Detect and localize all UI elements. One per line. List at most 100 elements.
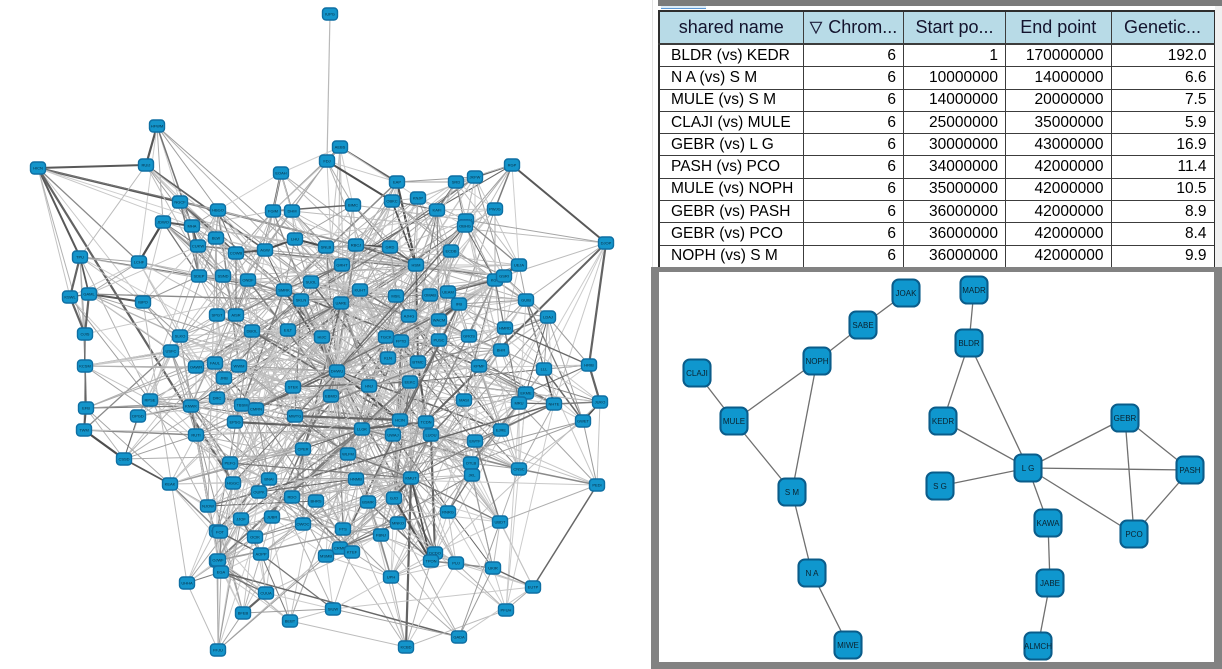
svg-text:OMAB: OMAB	[424, 293, 436, 298]
svg-text:OAWR: OAWR	[190, 365, 202, 370]
svg-text:JDWO: JDWO	[157, 220, 169, 225]
svg-text:ALMCH: ALMCH	[1024, 642, 1052, 651]
svg-text:SDEP: SDEP	[194, 274, 205, 279]
svg-text:SMRK: SMRK	[278, 288, 290, 293]
svg-text:HNJ: HNJ	[365, 384, 373, 389]
svg-text:DRC: DRC	[213, 396, 222, 401]
svg-text:MSIL: MSIL	[391, 294, 401, 299]
svg-text:HBGO: HBGO	[212, 208, 224, 213]
svg-text:CUKW: CUKW	[192, 244, 204, 249]
svg-text:LLL: LLL	[541, 367, 548, 372]
svg-text:WLFM: WLFM	[342, 452, 354, 457]
svg-text:SLKO: SLKO	[175, 334, 186, 339]
svg-text:FPTD: FPTD	[396, 339, 407, 344]
svg-text:SABE: SABE	[852, 321, 873, 330]
svg-text:MNKO: MNKO	[392, 521, 404, 526]
svg-text:TCDN: TCDN	[420, 420, 431, 425]
svg-text:PASH: PASH	[1179, 466, 1200, 475]
svg-text:N A: N A	[806, 569, 820, 578]
svg-text:EFB: EFB	[82, 406, 90, 411]
svg-text:HFWM: HFWM	[151, 124, 163, 129]
svg-text:BHRS: BHRS	[310, 499, 321, 504]
svg-text:UKIR: UKIR	[488, 566, 498, 571]
svg-text:OTLB: OTLB	[466, 461, 477, 466]
svg-text:RPSE: RPSE	[145, 398, 156, 403]
svg-text:CSSD: CSSD	[118, 457, 129, 462]
svg-text:WWM: WWM	[234, 364, 245, 369]
svg-text:LCHF: LCHF	[134, 260, 145, 265]
svg-text:UBDT: UBDT	[495, 520, 506, 525]
svg-text:MADR: MADR	[962, 286, 986, 295]
svg-text:GJO: GJO	[390, 496, 398, 501]
svg-text:PCO: PCO	[1125, 530, 1142, 539]
svg-text:KMUT: KMUT	[405, 476, 417, 481]
svg-text:GADA: GADA	[453, 635, 465, 640]
svg-text:TPU: TPU	[76, 255, 84, 260]
svg-text:KAFI: KAFI	[433, 208, 442, 213]
svg-text:CUUA: CUUA	[260, 591, 272, 596]
svg-text:GAML: GAML	[83, 292, 95, 297]
svg-text:RBCJ: RBCJ	[351, 243, 361, 248]
svg-text:PEFG: PEFG	[225, 461, 236, 466]
svg-text:HICN: HICN	[33, 166, 43, 171]
svg-text:FOT: FOT	[216, 530, 225, 535]
svg-text:HGGC: HGGC	[227, 481, 239, 486]
svg-text:EWTF: EWTF	[469, 439, 481, 444]
svg-text:NJOW: NJOW	[202, 504, 214, 509]
svg-text:JABE: JABE	[1040, 579, 1060, 588]
svg-text:IFB: IFB	[456, 302, 463, 307]
svg-text:HNMB: HNMB	[350, 477, 362, 482]
svg-text:EEKC: EEKC	[405, 380, 416, 385]
svg-text:BIMC: BIMC	[348, 203, 358, 208]
svg-text:UHHA: UHHA	[181, 581, 193, 586]
svg-text:PWJG: PWJG	[489, 207, 501, 212]
svg-text:EILT: EILT	[284, 328, 293, 333]
svg-text:IUPG: IUPG	[325, 12, 335, 17]
svg-text:EKME: EKME	[520, 391, 532, 396]
svg-text:DPGD: DPGD	[132, 414, 144, 419]
svg-text:OJIS: OJIS	[81, 332, 90, 337]
svg-text:DHWU: DHWU	[331, 369, 344, 374]
svg-text:CRMR: CRMR	[334, 546, 346, 551]
svg-text:DJOP: DJOP	[601, 241, 612, 246]
svg-text:OBHG: OBHG	[459, 224, 471, 229]
svg-text:MASI: MASI	[459, 398, 469, 403]
svg-text:JKFW: JKFW	[470, 175, 481, 180]
svg-text:GSRI: GSRI	[499, 274, 509, 279]
svg-text:BHR: BHR	[497, 348, 506, 353]
svg-text:OUPK: OUPK	[253, 490, 265, 495]
svg-text:JJOF: JJOF	[236, 517, 246, 522]
svg-text:S G: S G	[933, 482, 947, 491]
svg-text:AGW: AGW	[260, 248, 270, 253]
svg-text:CNSC: CNSC	[513, 467, 524, 472]
svg-text:CPER: CPER	[297, 447, 308, 452]
svg-text:OJWF: OJWF	[212, 558, 224, 563]
svg-text:GRD: GRD	[386, 245, 395, 250]
svg-text:SKLN: SKLN	[296, 298, 307, 303]
svg-text:BLW: BLW	[212, 236, 221, 241]
svg-text:OWOC: OWOC	[297, 522, 310, 527]
svg-text:MRU: MRU	[514, 401, 523, 406]
svg-text:SSND: SSND	[217, 274, 228, 279]
svg-text:IBPO: IBPO	[138, 300, 148, 305]
svg-text:HCIN: HCIN	[395, 418, 405, 423]
svg-text:HMRD: HMRD	[499, 326, 511, 331]
svg-text:SNLB: SNLB	[321, 245, 332, 250]
svg-text:BFEB: BFEB	[238, 611, 249, 616]
svg-text:CLAJI: CLAJI	[686, 369, 708, 378]
svg-text:RUIJ: RUIJ	[142, 163, 151, 168]
svg-text:FDJ: FDJ	[323, 159, 330, 164]
svg-text:MULE: MULE	[723, 417, 745, 426]
svg-text:UEJA: UEJA	[514, 263, 525, 268]
svg-text:SRD: SRD	[452, 180, 461, 185]
svg-text:FTS: FTS	[339, 527, 347, 532]
svg-text:RNRG: RNRG	[442, 510, 454, 515]
svg-text:MSMB: MSMB	[320, 554, 332, 559]
svg-text:WACM: WACM	[433, 318, 446, 323]
svg-text:STEK: STEK	[288, 385, 299, 390]
svg-text:JKL: JKL	[469, 473, 477, 478]
svg-text:BSMR: BSMR	[362, 500, 374, 505]
svg-text:RDO: RDO	[288, 495, 297, 500]
svg-text:GROS: GROS	[463, 334, 475, 339]
svg-text:KGS: KGS	[491, 278, 500, 283]
